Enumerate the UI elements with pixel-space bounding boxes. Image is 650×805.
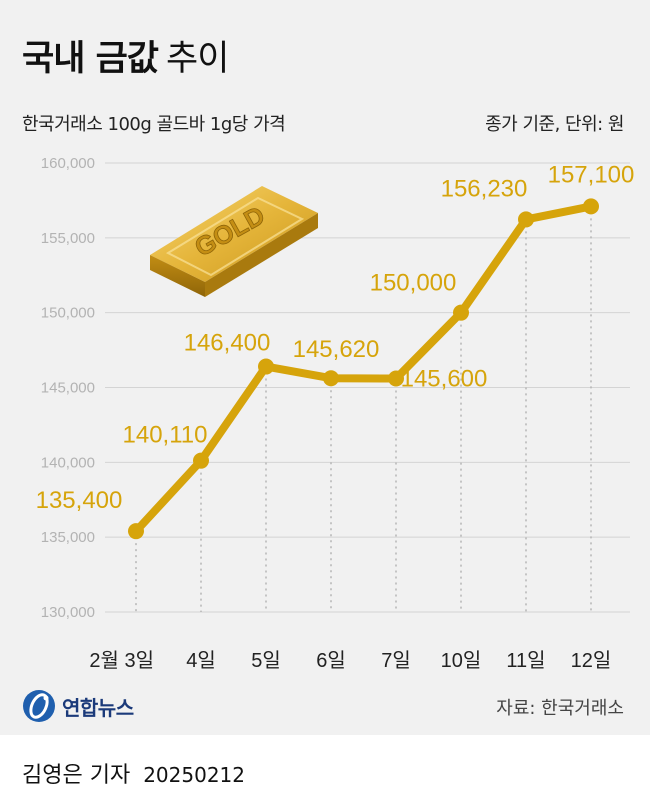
x-tick-label: 11일: [506, 649, 545, 672]
y-tick-label: 150,000: [41, 305, 95, 322]
line-chart: 130,000 135,000 140,000 145,000 150,000 155,0…: [36, 155, 635, 672]
source-note: 자료: 한국거래소: [496, 698, 624, 719]
x-tick-label: 7일: [381, 649, 411, 672]
chart-subtitle: 한국거래소 100g 골드바 1g당 가격: [22, 114, 286, 135]
data-label: 145,600: [401, 366, 488, 393]
unit-note: 종가 기준, 단위: 원: [485, 114, 624, 135]
x-tick-label: 5일: [251, 649, 281, 672]
data-label: 157,100: [548, 161, 635, 188]
x-tick-label: 10일: [441, 649, 482, 672]
data-point: [323, 370, 339, 387]
y-tick-label: 145,000: [41, 380, 95, 397]
data-point: [258, 358, 274, 375]
x-tick-label: 12일: [571, 649, 612, 672]
y-tick-label: 155,000: [41, 230, 95, 247]
reporter-name: 김영은 기자: [22, 763, 131, 788]
data-label: 150,000: [370, 270, 457, 297]
data-point: [518, 211, 534, 228]
yonhap-logo: 연합뉴스: [22, 688, 134, 724]
data-label: 156,230: [441, 175, 528, 202]
data-point: [193, 452, 209, 469]
y-tick-label: 140,000: [41, 454, 95, 471]
data-point: [388, 370, 404, 387]
data-label: 146,400: [184, 330, 271, 357]
logo-text: 연합뉴스: [62, 695, 134, 720]
y-tick-label: 160,000: [41, 155, 95, 172]
y-tick-label: 130,000: [41, 604, 95, 621]
x-tick-label: 2월 3일: [89, 649, 154, 672]
page-title: 국내 금값 추이: [22, 30, 229, 81]
yonhap-logo-icon: [23, 690, 55, 722]
byline: 김영은 기자 20250212: [22, 757, 245, 789]
data-point: [453, 304, 469, 321]
x-tick-label: 6일: [316, 649, 346, 672]
title-light: 추이: [166, 39, 229, 79]
publish-date: 20250212: [143, 763, 245, 787]
y-tick-label: 135,000: [41, 529, 95, 546]
data-label: 140,110: [123, 422, 208, 449]
data-label: 135,400: [36, 487, 123, 514]
data-label: 145,620: [293, 336, 380, 363]
x-tick-label: 4일: [186, 649, 216, 672]
title-bold: 국내 금값: [22, 39, 159, 79]
data-point: [583, 198, 599, 215]
series-line: [132, 202, 595, 536]
data-point: [128, 523, 144, 540]
gold-bar-illustration: GOLD: [150, 186, 318, 297]
